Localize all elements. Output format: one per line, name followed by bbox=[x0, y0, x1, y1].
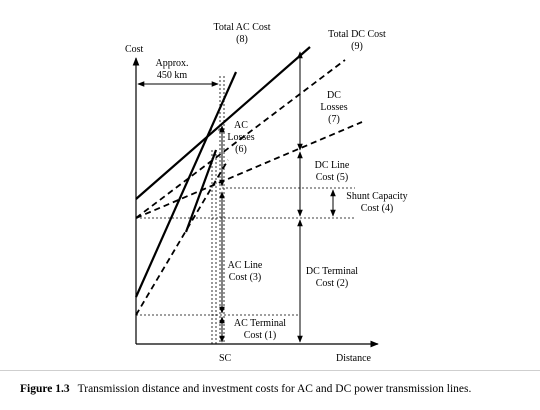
dc-line-cost-line bbox=[135, 121, 363, 219]
total-ac-cost-line bbox=[134, 71, 238, 298]
sc-label: SC bbox=[219, 353, 232, 364]
dc-losses-line bbox=[135, 59, 346, 219]
total-dc-label-line2: (9) bbox=[351, 41, 363, 52]
ac-losses-label-line1: AC bbox=[234, 120, 248, 131]
total-ac-label-line1: Total AC Cost bbox=[213, 22, 270, 33]
shunt-capacity-label-line2: Cost (4) bbox=[361, 203, 394, 214]
caption-divider bbox=[0, 370, 540, 371]
reference-dotted-lines bbox=[136, 76, 355, 344]
figure-caption-text: Transmission distance and investment cos… bbox=[77, 383, 472, 395]
ac-terminal-label-line2: Cost (1) bbox=[244, 330, 277, 341]
total-dc-label-line1: Total DC Cost bbox=[328, 29, 386, 40]
figure-caption: Figure 1.3 Transmission distance and inve… bbox=[20, 383, 530, 395]
cost-distance-diagram: Cost Distance SC Approx. 450 km Total AC… bbox=[125, 22, 408, 364]
ac-line-cost-label-line1: AC Line bbox=[228, 260, 263, 271]
dc-line-cost-label-line2: Cost (5) bbox=[316, 172, 349, 183]
approx-label-line1: Approx. bbox=[155, 58, 188, 69]
total-ac-label-line2: (8) bbox=[236, 34, 248, 45]
figure-number: Figure 1.3 bbox=[20, 383, 70, 395]
dc-line-cost-label-line1: DC Line bbox=[315, 160, 350, 171]
distance-axis-label: Distance bbox=[336, 353, 372, 364]
approx-label-line2: 450 km bbox=[157, 70, 188, 81]
ac-line-cost-line bbox=[135, 159, 229, 316]
ac-line-cost-label-line2: Cost (3) bbox=[229, 272, 262, 283]
dc-losses-label-line3: (7) bbox=[328, 114, 340, 125]
dc-losses-label-line1: DC bbox=[327, 90, 341, 101]
ac-losses-label-line2: Losses bbox=[227, 132, 254, 143]
dc-terminal-label-line2: Cost (2) bbox=[316, 278, 349, 289]
ac-losses-label-line3: (6) bbox=[235, 144, 247, 155]
dc-losses-label-line2: Losses bbox=[320, 102, 347, 113]
dimension-arrows bbox=[137, 51, 336, 343]
cost-axis-label: Cost bbox=[125, 44, 144, 55]
dc-terminal-label-line1: DC Terminal bbox=[306, 266, 358, 277]
shunt-capacity-label-line1: Shunt Capacity bbox=[346, 191, 407, 202]
ac-terminal-label-line1: AC Terminal bbox=[234, 318, 286, 329]
total-dc-cost-line bbox=[135, 46, 311, 200]
